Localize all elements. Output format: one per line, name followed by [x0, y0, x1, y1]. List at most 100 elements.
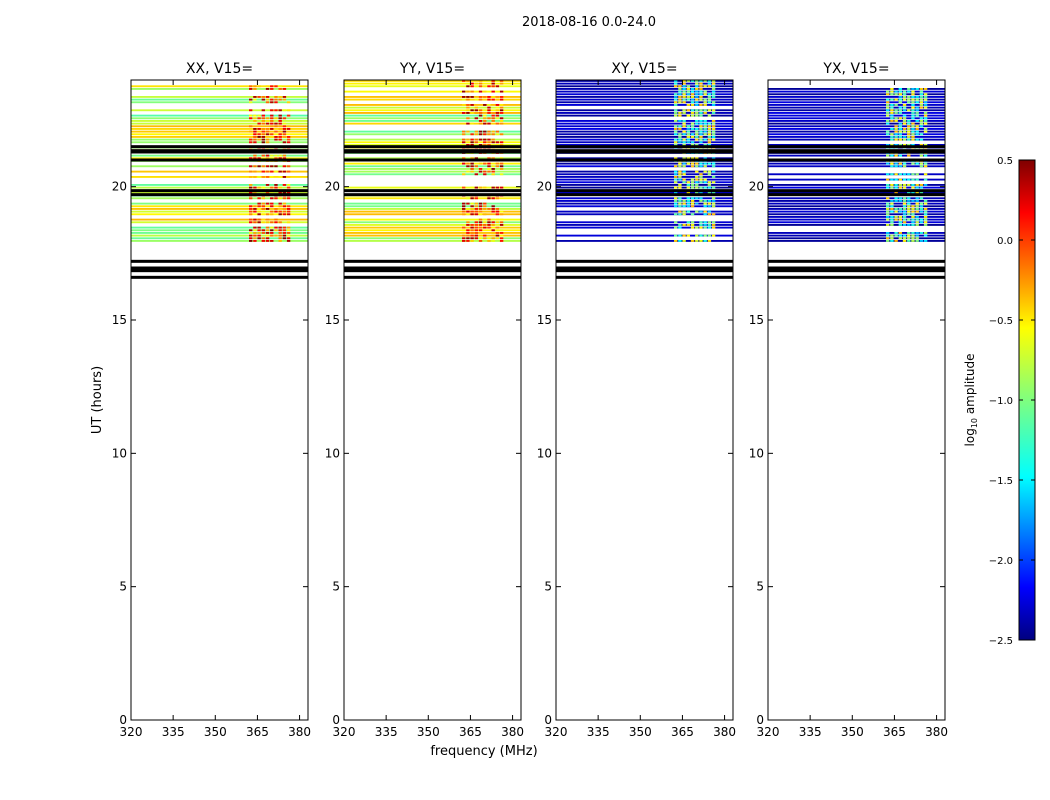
heat-cell: [911, 210, 915, 213]
heat-cell: [282, 237, 287, 240]
heat-cell: [270, 221, 274, 224]
heat-cell: [890, 218, 894, 221]
heat-cell: [690, 104, 695, 106]
heat-cell: [462, 144, 466, 146]
heat-row: [768, 224, 945, 226]
heat-cell: [462, 210, 466, 213]
heat-cell: [270, 157, 274, 160]
heat-cell: [686, 90, 691, 93]
heat-row: [344, 133, 521, 136]
heat-cell: [902, 117, 907, 120]
heat-cell: [487, 80, 491, 82]
heat-cell: [923, 216, 928, 218]
heat-cell: [249, 125, 253, 128]
heat-cell: [478, 205, 483, 208]
heat-cell: [253, 120, 257, 122]
heat-cell: [678, 88, 682, 90]
heat-cell: [707, 138, 712, 141]
heat-cell: [902, 173, 907, 176]
heat-cell: [898, 101, 903, 104]
heat-cell: [674, 226, 678, 229]
heat-cell: [699, 192, 703, 194]
heat-cell: [711, 181, 716, 184]
heat-cell: [499, 213, 504, 216]
heat-cell: [695, 234, 699, 237]
heat-cell: [707, 181, 712, 184]
heat-cell: [257, 232, 261, 234]
heat-cell: [894, 98, 898, 101]
heat-cell: [483, 170, 487, 173]
heat-cell: [466, 234, 470, 237]
heat-cell: [265, 165, 270, 168]
heat-cell: [274, 138, 278, 141]
heat-cell: [915, 218, 919, 221]
heat-cell: [249, 218, 253, 221]
heat-cell: [690, 125, 695, 128]
heat-cell: [674, 112, 678, 114]
heat-cell: [902, 237, 907, 240]
heat-cell: [261, 208, 266, 210]
heat-cell: [682, 122, 686, 125]
heat-row: [131, 88, 308, 90]
heat-cell: [911, 224, 915, 226]
heat-cell: [890, 205, 894, 208]
heat-cell: [286, 226, 291, 229]
heat-cell: [923, 208, 928, 210]
y-tick-label: 15: [749, 313, 764, 327]
heat-cell: [923, 112, 928, 114]
flag-line: [131, 266, 308, 270]
heat-row: [768, 133, 945, 136]
heat-cell: [902, 186, 907, 189]
heat-cell: [919, 93, 924, 96]
heat-cell: [474, 157, 479, 160]
y-tick-label: 0: [119, 713, 127, 727]
heat-cell: [711, 96, 716, 98]
heat-cell: [674, 197, 678, 200]
heat-cell: [487, 122, 491, 125]
heat-cell: [674, 192, 678, 194]
heat-cell: [686, 128, 691, 130]
x-tick-label: 365: [671, 725, 694, 739]
heat-cell: [902, 130, 907, 133]
heat-cell: [919, 98, 924, 101]
heat-cell: [499, 106, 504, 109]
heat-row: [344, 218, 521, 221]
heat-cell: [462, 90, 466, 93]
heat-cell: [911, 106, 915, 109]
heat-cell: [265, 96, 270, 98]
heat-cell: [474, 237, 479, 240]
heat-cell: [907, 133, 911, 136]
heat-cell: [699, 136, 703, 138]
heat-cell: [923, 178, 928, 181]
heat-cell: [495, 98, 500, 101]
heat-row: [768, 98, 945, 101]
heat-cell: [682, 170, 686, 173]
heat-cell: [695, 136, 699, 138]
heat-cell: [703, 130, 707, 133]
heat-cell: [707, 130, 712, 133]
heat-row: [131, 101, 308, 104]
heat-cell: [699, 96, 703, 98]
heat-cell: [707, 125, 712, 128]
heat-cell: [902, 224, 907, 226]
heat-cell: [270, 85, 274, 88]
heat-cell: [907, 101, 911, 104]
heat-cell: [274, 101, 278, 104]
heat-cell: [695, 186, 699, 189]
heat-row: [131, 213, 308, 216]
heat-cell: [278, 229, 282, 232]
heat-row: [556, 186, 733, 189]
heat-cell: [886, 216, 890, 218]
heat-cell: [907, 240, 911, 242]
heat-cell: [678, 240, 682, 242]
heat-cell: [270, 226, 274, 229]
heat-cell: [923, 93, 928, 96]
heat-cell: [886, 173, 890, 176]
heat-cell: [491, 85, 495, 88]
heat-cell: [487, 197, 491, 200]
heat-cell: [911, 237, 915, 240]
heat-cell: [478, 112, 483, 114]
heat-cell: [278, 96, 282, 98]
heat-cell: [491, 96, 495, 98]
heat-cell: [483, 90, 487, 93]
